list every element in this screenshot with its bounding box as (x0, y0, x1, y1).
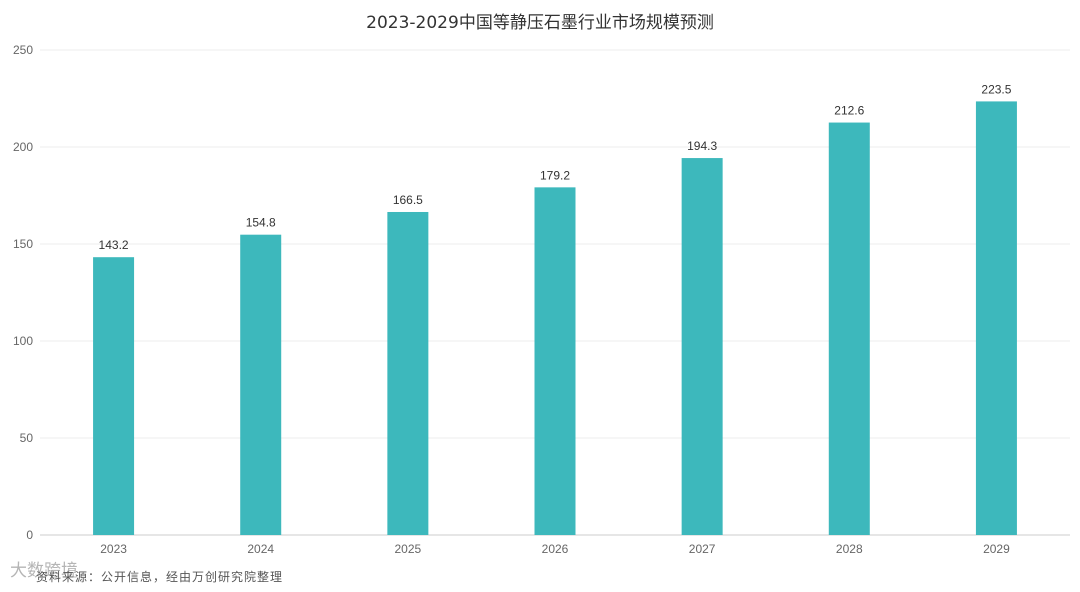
data-label: 212.6 (834, 104, 864, 118)
data-label: 194.3 (687, 139, 717, 153)
x-axis: 2023 2024 2025 2026 2027 2028 2029 (100, 542, 1010, 556)
x-tick-label: 2025 (395, 542, 422, 556)
data-label: 223.5 (981, 82, 1011, 96)
data-label: 154.8 (246, 216, 276, 230)
data-label: 179.2 (540, 168, 570, 182)
y-tick-label: 150 (13, 237, 33, 251)
x-tick-label: 2027 (689, 542, 716, 556)
data-label: 143.2 (99, 238, 129, 252)
y-tick-label: 200 (13, 140, 33, 154)
bar (240, 234, 282, 536)
chart-title: 2023-2029中国等静压石墨行业市场规模预测 (366, 13, 714, 33)
y-tick-label: 50 (20, 431, 34, 445)
bar (93, 257, 135, 535)
bars: 143.2 154.8 166.5 179.2 194.3 212.6 223.5 (93, 82, 1017, 536)
x-tick-label: 2028 (836, 542, 863, 556)
x-tick-label: 2029 (983, 542, 1010, 556)
x-tick-label: 2026 (542, 542, 569, 556)
bar (975, 101, 1017, 535)
x-tick-label: 2024 (247, 542, 274, 556)
y-axis: 0 50 100 150 200 250 (13, 43, 33, 542)
x-tick-label: 2023 (100, 542, 127, 556)
bar (387, 211, 429, 536)
watermark-logo: 大数跨境 (10, 561, 78, 581)
bar (828, 122, 870, 535)
data-label: 166.5 (393, 193, 423, 207)
source-note: 资料来源：公开信息，经由万创研究院整理 (36, 570, 284, 584)
bar (534, 187, 576, 536)
y-tick-label: 0 (26, 528, 33, 542)
y-tick-label: 100 (13, 334, 33, 348)
bar (681, 158, 723, 536)
y-tick-label: 250 (13, 43, 33, 57)
